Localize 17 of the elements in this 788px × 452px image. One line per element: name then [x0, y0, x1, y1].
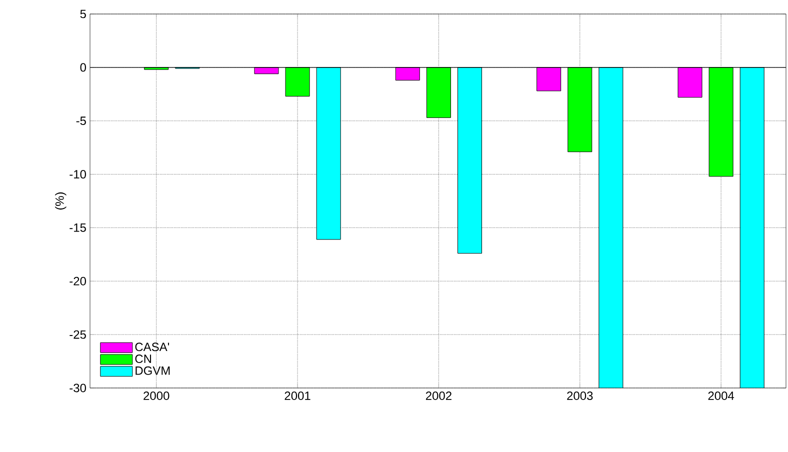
- y-tick-label: 0: [80, 63, 86, 72]
- x-tick-label: 2004: [708, 392, 734, 400]
- x-tick-label: 2002: [426, 392, 452, 400]
- y-tick-label: -5: [76, 116, 86, 126]
- x-tick-label: 2001: [284, 392, 310, 400]
- legend-label: DGVM: [136, 366, 170, 375]
- y-tick-label: -30: [70, 384, 86, 392]
- y-tick-label: -25: [70, 330, 86, 339]
- x-tick-label: 2003: [567, 392, 593, 400]
- y-tick-label: -20: [70, 276, 86, 286]
- y-axis-title: (%): [55, 192, 66, 210]
- y-tick-label: 5: [80, 10, 86, 18]
- y-tick-label: -10: [70, 170, 86, 179]
- y-tick-label: -15: [70, 224, 86, 232]
- x-tick-label: 2000: [144, 392, 170, 400]
- legend-label: CASA': [135, 342, 170, 352]
- legend-label: CN: [135, 354, 152, 364]
